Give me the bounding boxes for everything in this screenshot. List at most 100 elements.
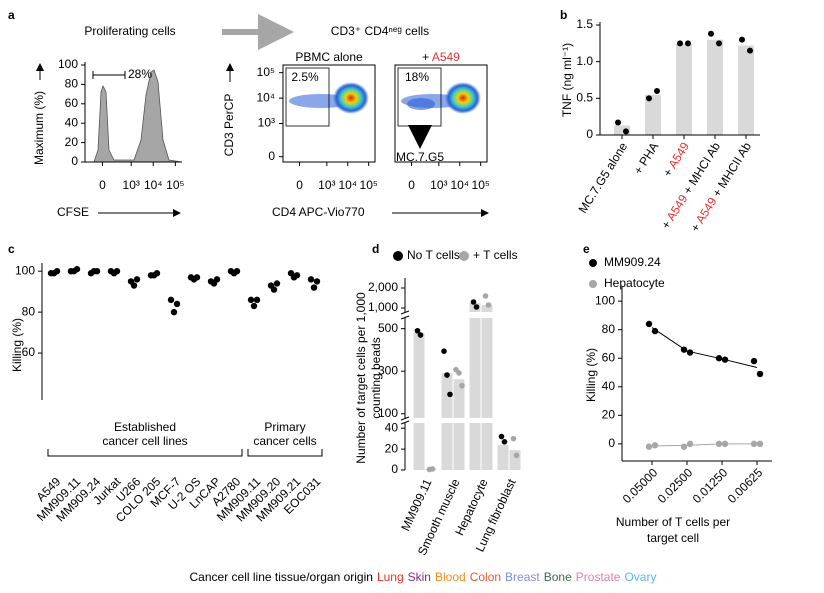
replicate-dot: [470, 299, 477, 305]
y-tick-label: 80: [65, 77, 79, 91]
y-tick-label: 0: [391, 462, 398, 476]
replicate-dot: [623, 128, 629, 135]
y-axis-label: Killing (%): [584, 348, 598, 402]
replicate-dot: [447, 391, 453, 398]
legend-label: + T cells: [473, 248, 518, 262]
break-mark: [400, 420, 410, 425]
gate-label: 18%: [405, 70, 429, 84]
replicate-dot: [233, 267, 241, 275]
x-tick-label: 10⁴: [338, 178, 357, 192]
legend-entry: Breast: [505, 570, 540, 584]
replicate-dot: [645, 320, 653, 328]
y-axis-label: CD3 PerCP: [222, 94, 236, 157]
x-axis-label: Number of T cells per: [616, 515, 730, 529]
replicate-dot: [167, 296, 175, 304]
y-tick-label: 500: [378, 321, 398, 335]
legend-marker: [393, 251, 403, 261]
replicate-dot: [677, 40, 683, 47]
sorted-label: MC.7.G5: [396, 150, 444, 164]
legend-label: No T cells: [407, 248, 460, 262]
y-tick-label: 20: [602, 407, 616, 421]
legend-marker: [589, 280, 597, 288]
replicate-dot: [686, 440, 694, 448]
legend-marker: [589, 259, 597, 267]
replicate-dot: [193, 274, 201, 281]
y-axis-label: TNF (ng ml⁻¹): [560, 43, 574, 117]
legend-entry: Lung: [377, 570, 404, 584]
replicate-dot: [130, 282, 138, 289]
replicate-dot: [686, 349, 694, 356]
bar: [738, 45, 754, 135]
y-tick-label: 0: [71, 154, 78, 168]
replicate-dot: [485, 302, 492, 308]
x-tick-label: 10⁴: [450, 178, 469, 192]
replicate-dot: [173, 300, 181, 308]
replicate-dot: [456, 370, 462, 376]
replicate-dot: [498, 433, 505, 440]
break-mark: [400, 310, 410, 315]
replicate-dot: [510, 435, 517, 442]
replicate-dot: [53, 267, 61, 275]
panel-label: e: [583, 242, 590, 256]
legend-entry: Ovary: [624, 570, 656, 584]
x-tick-label: 0.05000: [620, 465, 661, 506]
replicate-dot: [750, 357, 758, 365]
replicate-dot: [715, 440, 723, 448]
replicate-dot: [645, 443, 653, 450]
histogram: [85, 69, 183, 163]
y-tick-label: 10³: [258, 116, 275, 130]
y-axis-label: Number of target cells per 1,000: [354, 292, 368, 464]
replicate-dot: [441, 348, 447, 354]
y-tick-label: 80: [22, 304, 36, 318]
x-tick-label: 10³: [123, 178, 140, 192]
replicate-dot: [715, 355, 723, 362]
gate: [285, 67, 330, 127]
replicate-dot: [739, 36, 745, 43]
legend: Cancer cell line tissue/organ origin Lung…: [190, 570, 657, 584]
replicate-dot: [721, 440, 729, 448]
y-tick-label: 100: [595, 293, 615, 307]
bar: [469, 303, 481, 470]
panel-label: b: [560, 8, 567, 22]
y-tick-label: 20: [385, 441, 399, 455]
density-cells: [407, 98, 435, 110]
replicate-dot: [113, 267, 121, 275]
x-tick-label: 10⁴: [144, 178, 163, 192]
bar: [497, 444, 509, 470]
replicate-dot: [756, 440, 764, 448]
bar: [614, 125, 630, 135]
replicate-dot: [73, 265, 81, 273]
x-tick-label: 0: [99, 178, 106, 192]
replicate-dot: [253, 296, 261, 304]
replicate-dot: [270, 286, 278, 293]
legend-title: Cancer cell line tissue/organ origin: [190, 570, 373, 584]
replicate-dot: [646, 95, 652, 102]
bar: [509, 450, 521, 470]
replicate-dot: [685, 40, 691, 47]
x-tick-label: 0.00625: [725, 465, 766, 506]
legend-entry: Prostate: [576, 570, 621, 584]
y-axis-label: counting beads: [369, 337, 383, 418]
break-mark: [400, 416, 410, 421]
y-tick-label: 40: [602, 379, 616, 393]
x-axis-label: CFSE: [57, 205, 89, 219]
y-tick-label: 0: [586, 127, 593, 141]
y-tick-label: 60: [65, 96, 79, 110]
y-tick-label: 20: [65, 135, 79, 149]
highlight-part: A549: [432, 50, 460, 64]
group-label: cancer cell lines: [102, 434, 187, 448]
y-tick-label: 80: [602, 322, 616, 336]
replicate-dot: [250, 302, 258, 310]
replicate-dot: [708, 30, 714, 37]
panel-label: c: [8, 242, 15, 256]
replicate-dot: [429, 466, 436, 472]
plot-title: Proliferating cells: [84, 24, 175, 38]
plot-name: + A549: [422, 50, 460, 64]
legend-label: MM909.24: [604, 255, 661, 269]
replicate-dot: [747, 47, 753, 54]
x-tick-label: 10⁵: [472, 178, 490, 192]
x-tick-label: 0: [296, 178, 303, 192]
y-tick-label: 0: [268, 149, 275, 163]
replicate-dot: [473, 304, 480, 310]
mean-line: [651, 443, 757, 447]
